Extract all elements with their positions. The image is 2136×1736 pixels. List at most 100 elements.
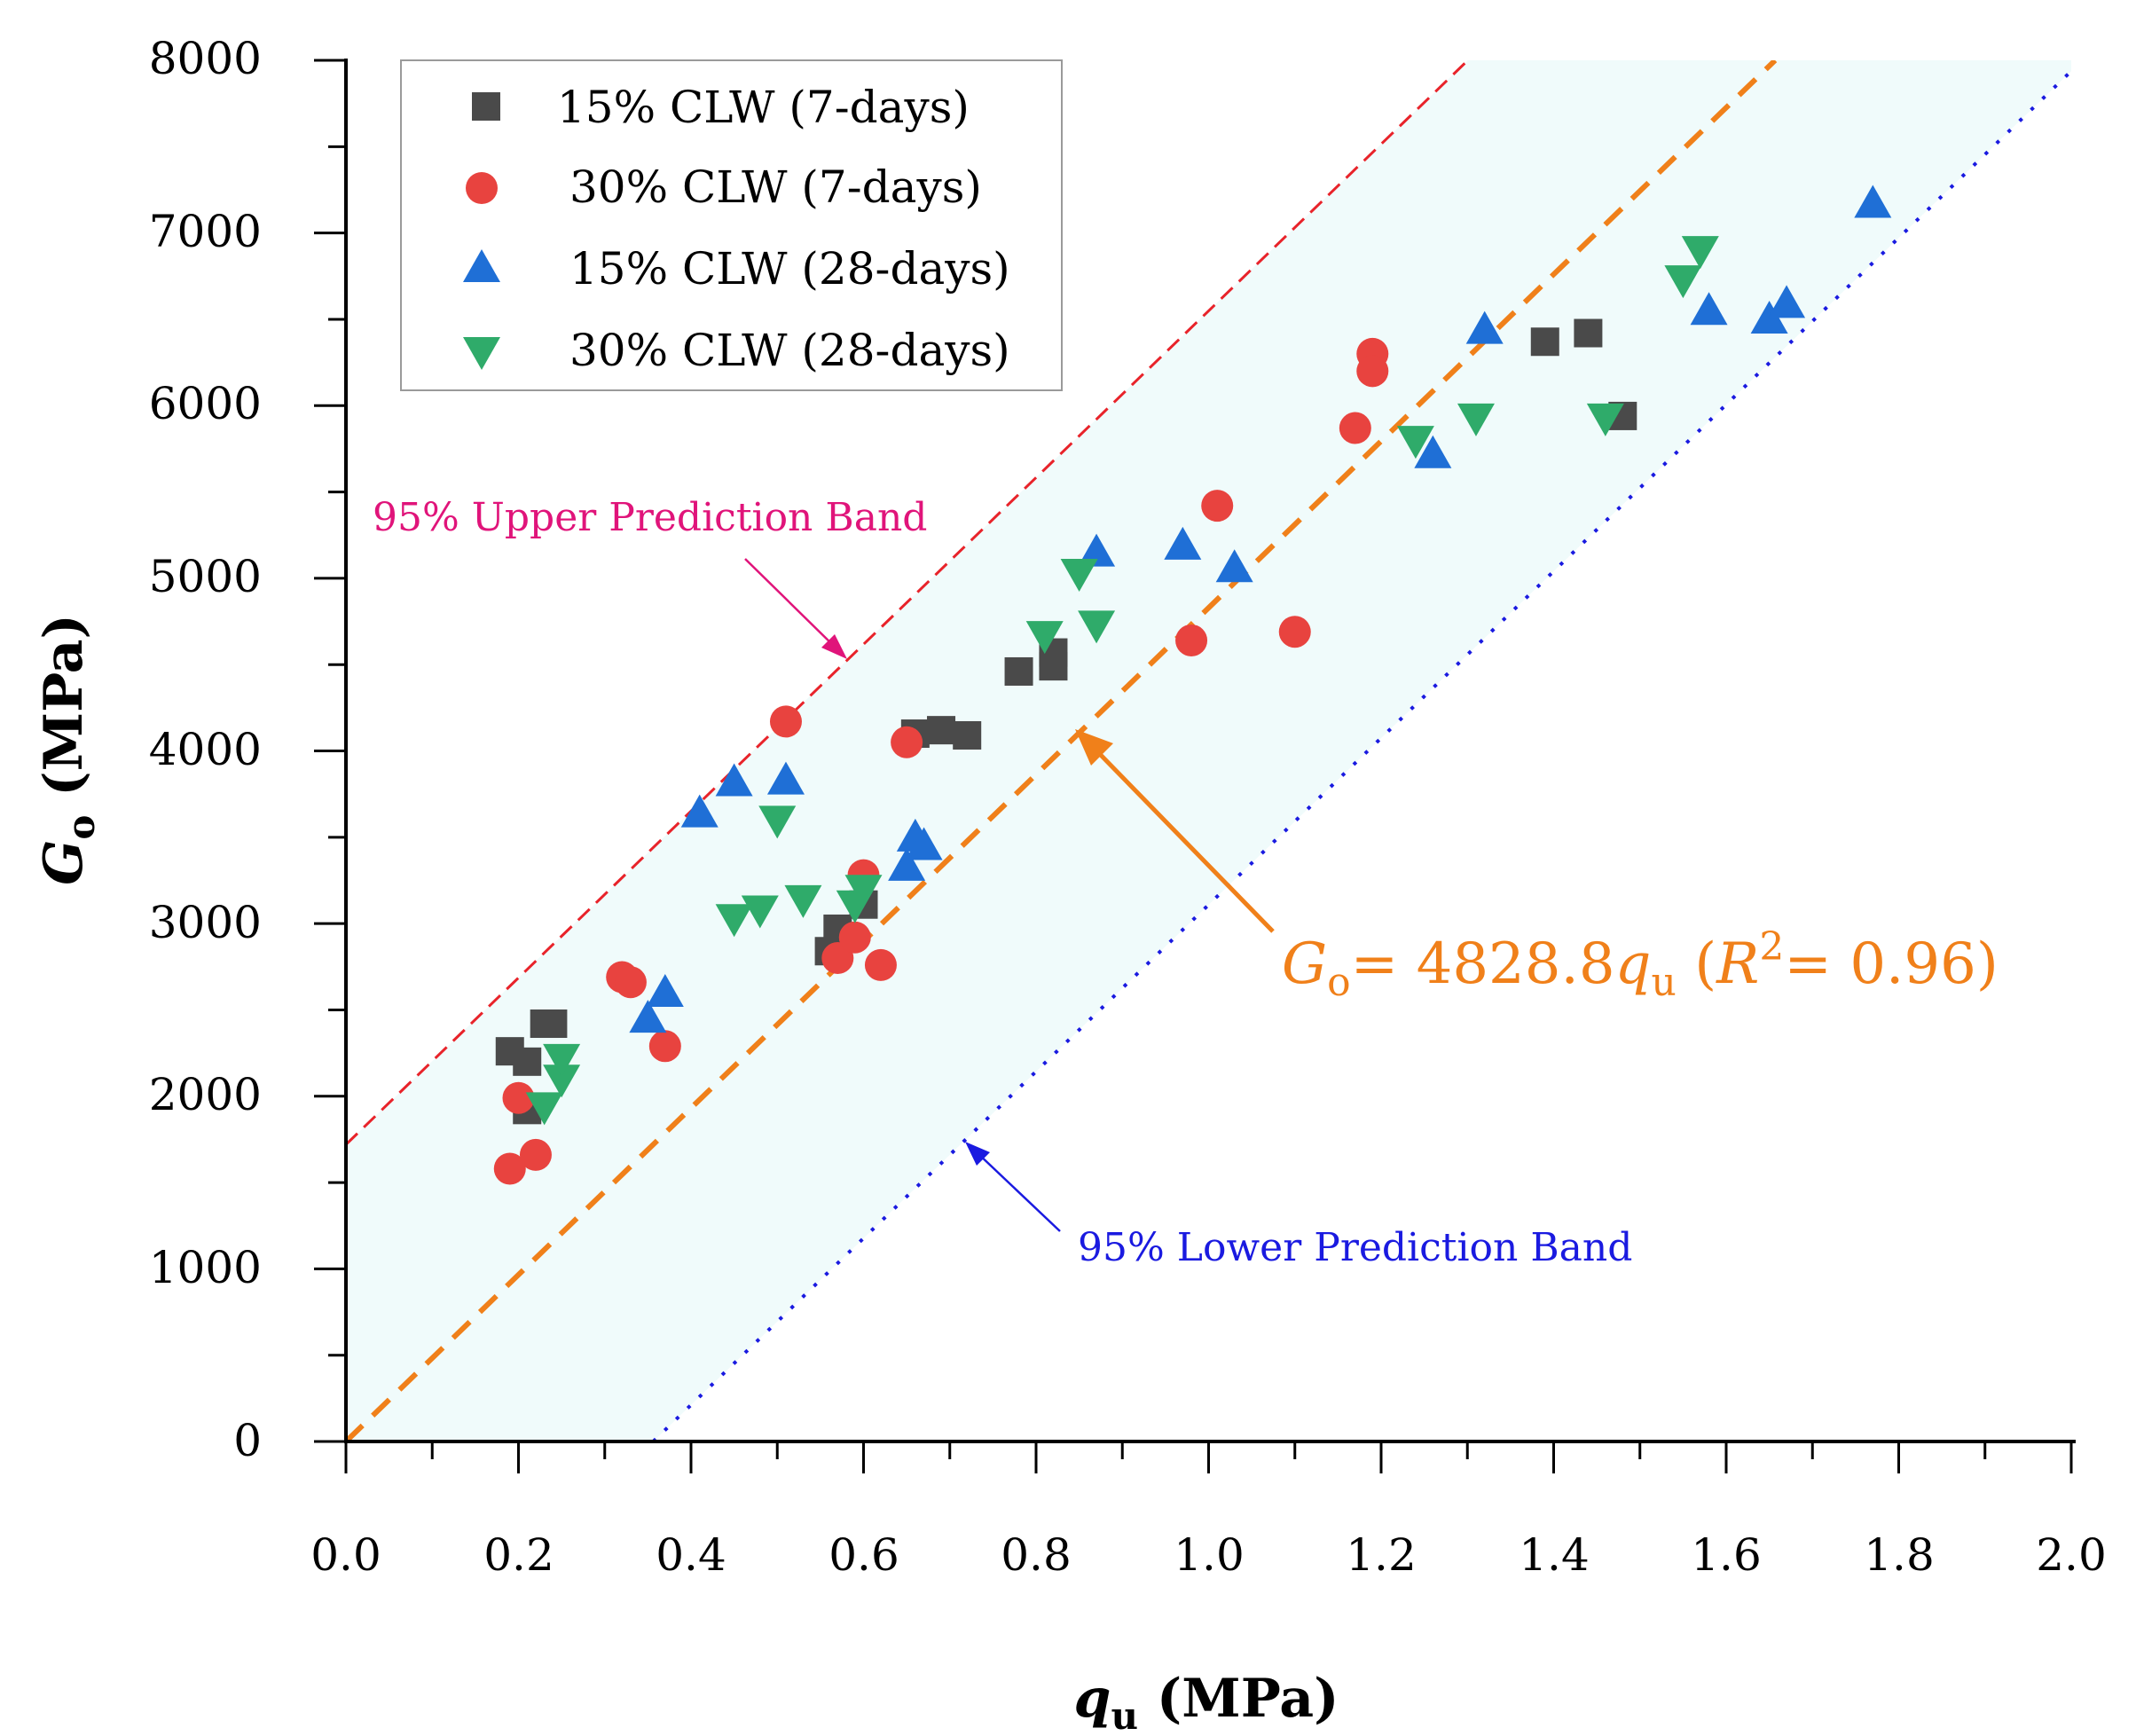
data-point-triangle-up xyxy=(1690,292,1728,326)
x-tick-label: 0.0 xyxy=(310,1529,381,1581)
legend-label-30-28d: 30% CLW (28-days) xyxy=(569,325,1010,376)
data-point-square xyxy=(513,1047,542,1076)
x-tick-label: 0.4 xyxy=(656,1529,726,1581)
legend-marker-triangle-up xyxy=(463,249,500,282)
data-point-square xyxy=(1004,656,1033,686)
data-point-triangle-down xyxy=(1457,403,1495,436)
axis-ticks xyxy=(314,59,2073,1473)
data-point-circle xyxy=(769,705,802,738)
data-point-triangle-down xyxy=(741,895,779,929)
data-point-triangle-up xyxy=(1215,549,1253,583)
legend-label-30-7d: 30% CLW (7-days) xyxy=(569,161,982,213)
y-tick-label: 4000 xyxy=(149,724,262,775)
legend-marker-triangle-down xyxy=(463,337,500,370)
data-point-circle xyxy=(648,1030,681,1063)
upper-band-label: 95% Upper Prediction Band xyxy=(373,495,927,540)
equation-arrow-head xyxy=(1075,729,1113,766)
data-point-circle xyxy=(493,1152,526,1185)
data-point-triangle-down xyxy=(1664,265,1702,299)
upper-band-arrow-head xyxy=(821,634,847,659)
y-axis-subscript: o xyxy=(59,815,103,840)
lower-band-arrow-head xyxy=(965,1142,990,1166)
x-tick-label: 2.0 xyxy=(2036,1529,2107,1581)
data-point-triangle-up xyxy=(715,763,753,797)
data-point-triangle-up xyxy=(1164,526,1202,560)
legend-label-15-7d: 15% CLW (7-days) xyxy=(557,82,970,133)
y-tick-label: 7000 xyxy=(149,206,262,257)
data-point-circle xyxy=(1201,490,1234,522)
eq-r-sup: 2 xyxy=(1759,924,1784,970)
x-tick-label: 1.4 xyxy=(1519,1529,1590,1581)
eq-r-value: = 0.96) xyxy=(1784,931,1998,997)
data-point-square xyxy=(1574,318,1603,348)
data-point-circle xyxy=(502,1081,535,1114)
legend-label-15-28d: 15% CLW (28-days) xyxy=(569,243,1010,295)
legend-marker-square xyxy=(472,92,500,121)
data-point-triangle-up xyxy=(888,847,926,881)
data-point-triangle-down xyxy=(1078,610,1116,644)
data-point-triangle-up xyxy=(905,827,943,860)
data-point-circle xyxy=(1339,412,1371,444)
legend-marker-circle xyxy=(466,172,498,204)
x-tick-label: 1.6 xyxy=(1691,1529,1762,1581)
x-axis-unit: (MPa) xyxy=(1138,1668,1339,1730)
data-point-triangle-up xyxy=(766,761,805,795)
data-point-triangle-up xyxy=(1854,185,1892,218)
y-tick-label: 6000 xyxy=(149,378,262,429)
y-tick-labels: 0 1000 2000 3000 4000 5000 6000 7000 800… xyxy=(149,33,262,1466)
data-point-square xyxy=(538,1009,568,1039)
equation-arrow xyxy=(1091,745,1275,933)
data-point-triangle-down xyxy=(1060,559,1098,593)
x-tick-label: 0.2 xyxy=(483,1529,554,1581)
data-point-circle xyxy=(1278,616,1311,648)
data-point-triangle-down xyxy=(543,1043,581,1077)
y-tick-label: 3000 xyxy=(149,897,262,948)
y-tick-label: 0 xyxy=(233,1415,262,1466)
upper-prediction-band-line xyxy=(344,60,1469,1146)
data-point-triangle-down xyxy=(715,904,753,938)
data-point-triangle-down xyxy=(525,1092,563,1126)
data-point-square xyxy=(953,720,982,750)
data-point-triangle-down xyxy=(1586,403,1624,436)
data-point-circle xyxy=(864,948,897,981)
fit-equation: Go= 4828.8qu (R2= 0.96) xyxy=(1282,924,1999,1005)
x-axis-symbol: q xyxy=(1074,1668,1111,1730)
data-point-circle xyxy=(838,921,871,954)
data-point-square xyxy=(927,716,956,745)
x-tick-label: 1.2 xyxy=(1346,1529,1417,1581)
eq-r: R xyxy=(1716,931,1759,997)
lower-band-arrow xyxy=(975,1151,1061,1232)
data-point-triangle-up xyxy=(1768,285,1806,318)
data-point-circle xyxy=(519,1138,552,1171)
x-tick-labels: 0.0 0.2 0.4 0.6 0.8 1.0 1.2 1.4 1.6 1.8 … xyxy=(310,1529,2107,1581)
upper-band-arrow xyxy=(744,558,839,651)
data-point-triangle-up xyxy=(680,794,719,828)
data-point-triangle-down xyxy=(758,805,797,839)
data-point-triangle-up xyxy=(1465,310,1504,344)
x-tick-label: 1.0 xyxy=(1174,1529,1245,1581)
eq-var-sub: u xyxy=(1652,960,1677,1005)
y-tick-label: 2000 xyxy=(149,1069,262,1120)
eq-var: q xyxy=(1615,931,1652,997)
data-point-triangle-down xyxy=(844,875,883,908)
y-axis-title: Go (MPa) xyxy=(33,614,103,885)
x-axis-title: qu (MPa) xyxy=(1074,1668,1339,1736)
eq-symbol: G xyxy=(1282,931,1327,997)
data-point-triangle-down xyxy=(1681,236,1719,270)
fit-line xyxy=(344,60,1778,1440)
x-tick-label: 1.8 xyxy=(1864,1529,1935,1581)
data-point-circle xyxy=(1356,355,1389,388)
y-axis-unit: (MPa) xyxy=(33,614,95,814)
data-point-circle xyxy=(891,726,923,758)
data-point-triangle-down xyxy=(1396,426,1434,460)
legend-markers xyxy=(463,92,500,370)
y-axis-symbol: G xyxy=(33,840,95,885)
data-point-square xyxy=(1530,327,1559,357)
y-tick-label: 8000 xyxy=(149,33,262,84)
data-point-triangle-up xyxy=(1078,533,1116,567)
data-point-triangle-down xyxy=(784,884,822,918)
eq-paren: ( xyxy=(1677,931,1716,997)
legend-box xyxy=(400,59,1063,391)
eq-symbol-sub: o xyxy=(1327,960,1351,1005)
